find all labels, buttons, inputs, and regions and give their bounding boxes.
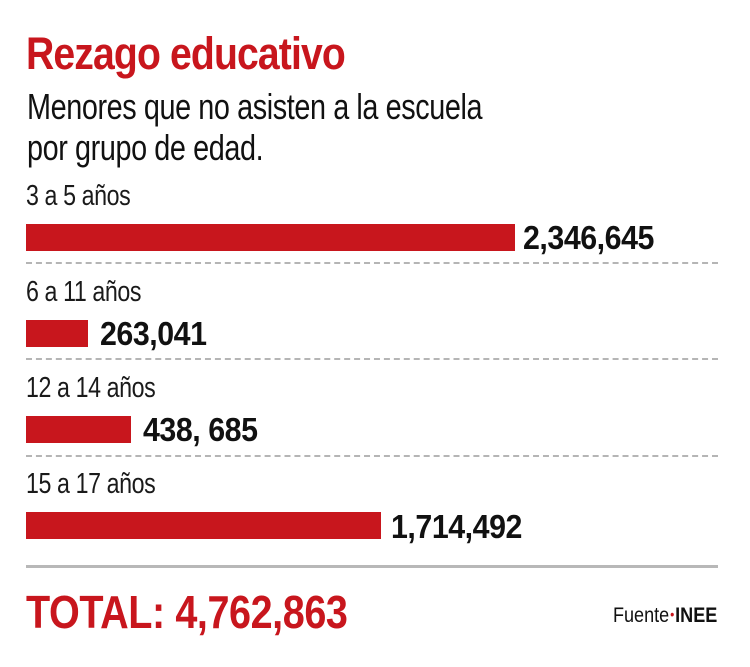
total-divider: [26, 565, 718, 568]
category-label: 12 a 14 años: [26, 372, 156, 404]
bar: [26, 416, 131, 443]
value-label: 438, 685: [143, 411, 258, 448]
subtitle-line-2: por grupo de edad.: [27, 127, 264, 168]
subtitle-line-1: Menores que no asisten a la escuela: [27, 86, 483, 127]
category-label: 15 a 17 años: [26, 468, 156, 500]
value-label: 1,714,492: [391, 508, 522, 545]
total-label: TOTAL: 4,762,863: [26, 586, 348, 638]
row-divider: [26, 358, 718, 360]
category-label: 6 a 11 años: [26, 276, 142, 308]
bar: [26, 224, 515, 251]
category-label: 3 a 5 años: [26, 180, 131, 212]
source-credit: Fuente•INEE: [596, 604, 717, 628]
row-divider: [26, 455, 718, 457]
bar: [26, 320, 88, 347]
source-prefix: Fuente: [612, 604, 669, 627]
chart-title: Rezago educativo: [26, 28, 346, 79]
source-org: INEE: [674, 604, 717, 627]
chart-subtitle: Menores que no asisten a la escuela por …: [27, 86, 596, 168]
bullet-dot-icon: •: [669, 606, 674, 622]
bar: [26, 512, 381, 539]
value-label: 2,346,645: [523, 219, 654, 256]
row-divider: [26, 262, 718, 264]
value-label: 263,041: [100, 315, 207, 352]
